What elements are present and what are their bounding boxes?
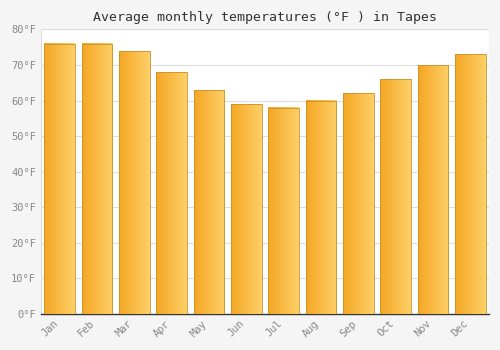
Bar <box>231 104 262 314</box>
Bar <box>455 54 486 314</box>
Bar <box>44 44 75 314</box>
Bar <box>380 79 411 314</box>
Bar <box>306 100 336 314</box>
Bar <box>82 44 112 314</box>
Bar <box>119 51 150 314</box>
Title: Average monthly temperatures (°F ) in Tapes: Average monthly temperatures (°F ) in Ta… <box>93 11 437 24</box>
Bar <box>343 93 374 314</box>
Bar <box>194 90 224 314</box>
Bar <box>268 107 299 314</box>
Bar <box>156 72 187 314</box>
Bar <box>418 65 448 314</box>
